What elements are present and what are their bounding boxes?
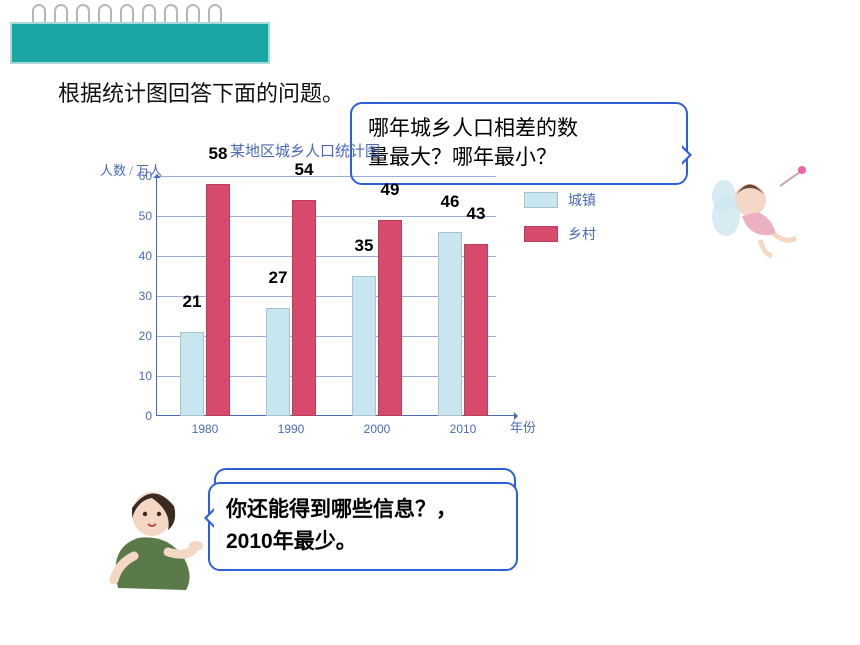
legend-swatch — [524, 192, 558, 208]
bar-value: 54 — [295, 160, 314, 180]
bar-value: 21 — [183, 292, 202, 312]
legend-item: 城镇 — [524, 190, 596, 210]
bar-value: 46 — [441, 192, 460, 212]
answer-bubble: 你还能得到哪些信息？， 2010年最少。 — [208, 482, 518, 571]
grid-line — [156, 176, 496, 177]
bar-value: 35 — [355, 236, 374, 256]
x-tick: 2000 — [364, 422, 391, 436]
y-tick: 40 — [130, 249, 152, 263]
bar-城镇 — [180, 332, 204, 416]
bar-value: 27 — [269, 268, 288, 288]
banner — [10, 22, 270, 64]
y-tick: 20 — [130, 329, 152, 343]
answer-year: 2010 — [226, 530, 273, 553]
bar-value: 58 — [209, 144, 228, 164]
bar-value: 43 — [467, 204, 486, 224]
x-tick: 1990 — [278, 422, 305, 436]
bar-城镇 — [352, 276, 376, 416]
y-tick: 30 — [130, 289, 152, 303]
y-tick: 10 — [130, 369, 152, 383]
bar-乡村 — [206, 184, 230, 416]
bar-value: 49 — [381, 180, 400, 200]
x-axis-label: 年份 — [510, 417, 536, 436]
fairy-icon — [706, 160, 816, 260]
y-tick: 50 — [130, 209, 152, 223]
bar-城镇 — [266, 308, 290, 416]
bar-城镇 — [438, 232, 462, 416]
x-tick: 2010 — [450, 422, 477, 436]
legend-item: 乡村 — [524, 224, 596, 244]
bar-乡村 — [378, 220, 402, 416]
chart-legend: 城镇乡村 — [524, 190, 596, 258]
legend-label: 城镇 — [568, 190, 596, 210]
chart-title: 某地区城乡人口统计图 — [230, 140, 380, 161]
answer-line-1: 你还能得到哪些信息？ — [226, 498, 436, 521]
plot-area: 年份 0102030405060215819802754199035492000… — [156, 176, 496, 416]
y-tick: 60 — [130, 169, 152, 183]
question-line-1: 哪年城乡人口相差的数 — [368, 117, 578, 140]
x-tick: 1980 — [192, 422, 219, 436]
prompt-text: 根据统计图回答下面的问题。 — [58, 76, 344, 108]
y-tick: 0 — [130, 409, 152, 423]
bar-乡村 — [292, 200, 316, 416]
teacher-icon — [98, 478, 208, 598]
answer-punct: ， — [436, 498, 457, 521]
population-chart: 某地区城乡人口统计图 人数 / 万人 年份 010203040506021581… — [120, 140, 540, 460]
bar-乡村 — [464, 244, 488, 416]
legend-swatch — [524, 226, 558, 242]
answer-tail: 年最少。 — [273, 530, 357, 553]
legend-label: 乡村 — [568, 224, 596, 244]
